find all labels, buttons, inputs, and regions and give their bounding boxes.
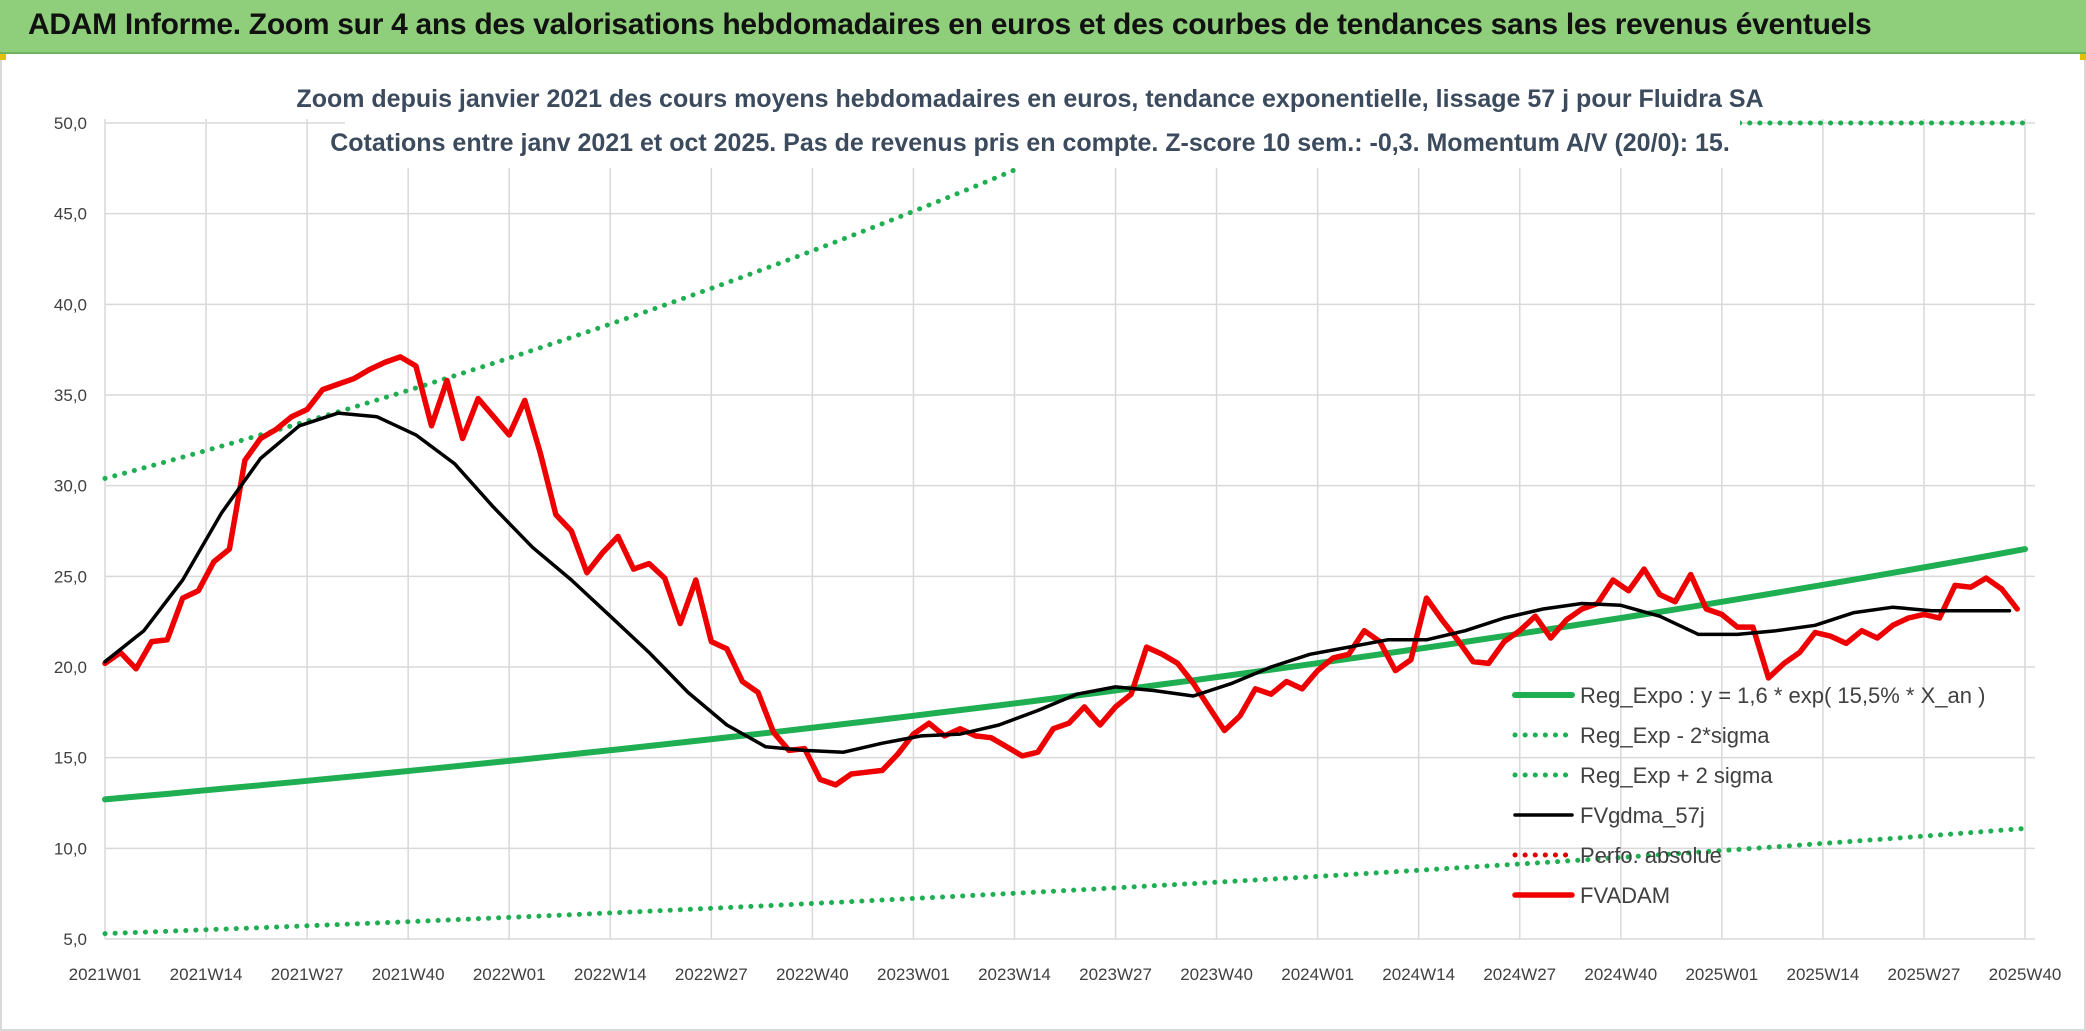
page-title: ADAM Informe. Zoom sur 4 ans des valoris… bbox=[28, 8, 1872, 41]
y-tick-label: 10,0 bbox=[54, 839, 87, 858]
x-tick-label: 2024W27 bbox=[1483, 965, 1556, 984]
y-axis-tick-labels: 5,0 10,0 15,0 20,0 25,0 30,0 35,0 40,0 45,0 50,0 bbox=[54, 114, 87, 949]
chart-series bbox=[102, 120, 2028, 937]
corner-marker-right bbox=[2080, 54, 2086, 60]
x-tick-label: 2023W01 bbox=[877, 965, 950, 984]
series-line bbox=[102, 546, 2028, 803]
x-tick-label: 2023W27 bbox=[1079, 965, 1152, 984]
x-tick-label: 2022W27 bbox=[675, 965, 748, 984]
x-tick-label: 2025W40 bbox=[1989, 965, 2062, 984]
legend-label: Perfo. absolue bbox=[1580, 843, 1722, 868]
y-tick-label: 5,0 bbox=[63, 930, 87, 949]
chart-title: Zoom depuis janvier 2021 des cours moyen… bbox=[296, 85, 1763, 113]
x-tick-label: 2022W14 bbox=[574, 965, 647, 984]
legend-label: FVgdma_57j bbox=[1580, 803, 1705, 828]
series-line bbox=[103, 411, 2012, 754]
x-tick-label: 2024W14 bbox=[1382, 965, 1455, 984]
y-tick-label: 15,0 bbox=[54, 749, 87, 768]
y-tick-label: 25,0 bbox=[54, 567, 87, 586]
x-tick-label: 2024W01 bbox=[1281, 965, 1354, 984]
header-banner: ADAM Informe. Zoom sur 4 ans des valoris… bbox=[0, 0, 2086, 54]
chart-subtitle: Cotations entre janv 2021 et oct 2025. P… bbox=[330, 129, 1730, 157]
x-tick-label: 2021W40 bbox=[372, 965, 445, 984]
corner-marker-left bbox=[0, 54, 6, 60]
series-line bbox=[102, 825, 2028, 937]
x-tick-label: 2023W14 bbox=[978, 965, 1051, 984]
chart-legend: Reg_Expo : y = 1,6 * exp( 15,5% * X_an )… bbox=[1512, 683, 1985, 908]
x-tick-label: 2021W14 bbox=[170, 965, 243, 984]
x-axis-tick-labels: 2021W01 2021W14 2021W27 2021W40 2022W01 2022W… bbox=[69, 965, 2062, 984]
x-tick-label: 2021W27 bbox=[271, 965, 344, 984]
y-tick-label: 35,0 bbox=[54, 386, 87, 405]
chart-grid bbox=[104, 119, 2035, 940]
x-tick-label: 2025W14 bbox=[1787, 965, 1860, 984]
x-tick-label: 2024W40 bbox=[1584, 965, 1657, 984]
y-tick-label: 40,0 bbox=[54, 295, 87, 314]
legend-label: Reg_Expo : y = 1,6 * exp( 15,5% * X_an ) bbox=[1580, 683, 1985, 708]
x-tick-label: 2021W01 bbox=[69, 965, 142, 984]
legend-label: Reg_Exp + 2 sigma bbox=[1580, 763, 1773, 788]
y-tick-label: 20,0 bbox=[54, 658, 87, 677]
x-tick-label: 2025W01 bbox=[1685, 965, 1758, 984]
x-tick-label: 2022W01 bbox=[473, 965, 546, 984]
y-tick-label: 45,0 bbox=[54, 205, 87, 224]
chart-title-box: Zoom depuis janvier 2021 des cours moyen… bbox=[296, 78, 1764, 168]
x-tick-label: 2025W27 bbox=[1888, 965, 1961, 984]
y-tick-label: 30,0 bbox=[54, 477, 87, 496]
x-tick-label: 2022W40 bbox=[776, 965, 849, 984]
legend-label: FVADAM bbox=[1580, 883, 1670, 908]
x-tick-label: 2023W40 bbox=[1180, 965, 1253, 984]
series-line bbox=[102, 354, 2020, 788]
legend-label: Reg_Exp - 2*sigma bbox=[1580, 723, 1770, 748]
y-tick-label: 50,0 bbox=[54, 114, 87, 133]
